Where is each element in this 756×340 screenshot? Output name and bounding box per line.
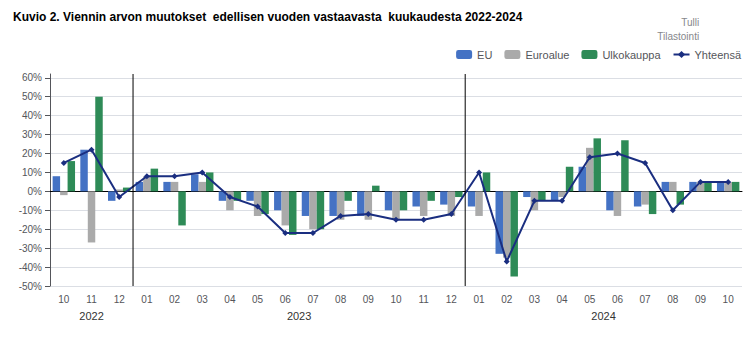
svg-text:02: 02	[169, 294, 181, 305]
svg-text:06: 06	[612, 294, 624, 305]
svg-text:11: 11	[86, 294, 97, 305]
svg-text:01: 01	[141, 294, 153, 305]
svg-text:40%: 40%	[22, 110, 42, 121]
svg-text:0%: 0%	[28, 186, 43, 197]
svg-text:60%: 60%	[22, 72, 42, 83]
svg-text:11: 11	[418, 294, 429, 305]
svg-text:04: 04	[224, 294, 236, 305]
svg-text:50%: 50%	[22, 91, 42, 102]
svg-text:12: 12	[446, 294, 458, 305]
svg-text:08: 08	[335, 294, 347, 305]
svg-text:-40%: -40%	[19, 262, 42, 273]
svg-text:09: 09	[695, 294, 707, 305]
svg-text:2023: 2023	[287, 310, 311, 322]
svg-text:10: 10	[723, 294, 735, 305]
svg-text:Kuvio 2. Viennin arvon muutoks: Kuvio 2. Viennin arvon muutokset edellis…	[13, 10, 523, 24]
svg-text:12: 12	[114, 294, 126, 305]
svg-text:-50%: -50%	[19, 281, 42, 292]
svg-text:09: 09	[363, 294, 375, 305]
svg-text:02: 02	[501, 294, 513, 305]
svg-text:-10%: -10%	[19, 205, 42, 216]
svg-text:20%: 20%	[22, 148, 42, 159]
svg-text:-30%: -30%	[19, 243, 42, 254]
svg-text:Euroalue: Euroalue	[525, 49, 569, 61]
svg-text:08: 08	[667, 294, 679, 305]
svg-text:EU: EU	[477, 49, 492, 61]
svg-text:-20%: -20%	[19, 224, 42, 235]
svg-text:04: 04	[557, 294, 569, 305]
svg-text:01: 01	[473, 294, 485, 305]
svg-text:Yhteensä: Yhteensä	[695, 49, 742, 61]
svg-text:Tulli: Tulli	[681, 17, 699, 28]
svg-text:10: 10	[58, 294, 70, 305]
svg-text:07: 07	[307, 294, 319, 305]
svg-text:06: 06	[280, 294, 292, 305]
svg-text:05: 05	[584, 294, 596, 305]
svg-text:05: 05	[252, 294, 264, 305]
svg-text:Tilastointi: Tilastointi	[657, 31, 699, 42]
svg-text:Ulkokauppa: Ulkokauppa	[602, 49, 661, 61]
svg-text:07: 07	[640, 294, 652, 305]
svg-text:03: 03	[197, 294, 209, 305]
svg-text:2024: 2024	[591, 310, 615, 322]
svg-text:10%: 10%	[22, 167, 42, 178]
svg-text:10: 10	[390, 294, 402, 305]
svg-text:2022: 2022	[79, 310, 103, 322]
svg-text:30%: 30%	[22, 129, 42, 140]
svg-text:03: 03	[529, 294, 541, 305]
